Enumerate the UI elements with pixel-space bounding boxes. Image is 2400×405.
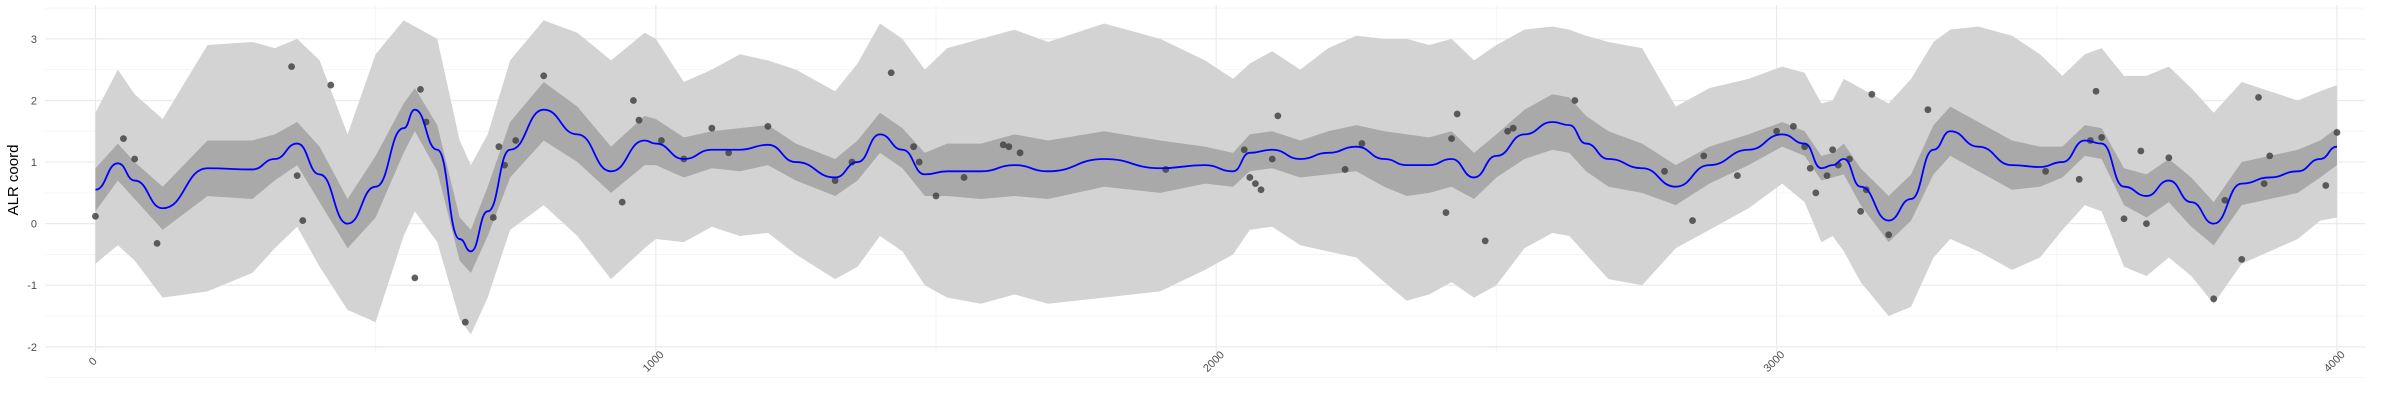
mean-line bbox=[95, 108, 2338, 253]
x-tick-label: 4000 bbox=[2322, 349, 2348, 375]
data-point bbox=[120, 135, 127, 143]
mean-line-path bbox=[95, 108, 2338, 253]
data-point bbox=[2143, 220, 2150, 228]
data-point bbox=[1806, 164, 1814, 172]
data-point bbox=[1453, 110, 1461, 118]
data-point bbox=[2210, 295, 2218, 303]
data-point bbox=[1571, 97, 1579, 104]
data-point bbox=[1885, 231, 1893, 239]
data-point bbox=[92, 212, 99, 220]
data-point bbox=[1481, 237, 1489, 245]
x-tick-label: 3000 bbox=[1762, 349, 1788, 375]
y-tick-label: 1 bbox=[31, 157, 37, 169]
data-point bbox=[1733, 172, 1741, 180]
data-point bbox=[1509, 124, 1517, 132]
data-point bbox=[1268, 155, 1276, 163]
data-point bbox=[2092, 87, 2100, 95]
data-point bbox=[131, 155, 139, 163]
data-point bbox=[1773, 127, 1780, 135]
data-point bbox=[708, 124, 716, 132]
y-tick-label: -2 bbox=[27, 342, 37, 354]
data-point bbox=[2333, 129, 2341, 136]
y-tick-label: 2 bbox=[31, 95, 37, 107]
data-point bbox=[489, 214, 497, 221]
data-point bbox=[915, 158, 923, 166]
data-point bbox=[1274, 112, 1282, 120]
observation-points bbox=[92, 63, 2341, 326]
data-point bbox=[932, 192, 940, 200]
y-axis-title: ALR coord bbox=[5, 145, 22, 216]
data-point bbox=[1358, 140, 1366, 147]
data-point bbox=[2255, 93, 2262, 101]
data-point bbox=[910, 143, 917, 151]
data-point bbox=[2322, 182, 2330, 189]
y-tick-label: -1 bbox=[27, 280, 37, 292]
data-point bbox=[1661, 167, 1668, 175]
y-tick-label: 0 bbox=[31, 219, 37, 231]
x-tick-label: 1000 bbox=[641, 349, 667, 375]
data-point bbox=[2075, 175, 2083, 183]
data-point bbox=[2137, 147, 2145, 155]
data-point bbox=[299, 217, 307, 224]
data-point bbox=[1790, 122, 1797, 130]
data-point bbox=[1924, 106, 1932, 114]
data-point bbox=[461, 318, 469, 326]
data-point bbox=[1246, 174, 1254, 181]
data-point bbox=[1823, 172, 1831, 180]
data-point bbox=[960, 174, 968, 181]
data-point bbox=[1240, 146, 1248, 154]
data-point bbox=[725, 149, 733, 157]
data-point bbox=[2098, 134, 2106, 141]
data-point bbox=[630, 97, 637, 104]
data-point bbox=[1341, 166, 1349, 173]
data-point bbox=[1252, 180, 1259, 188]
data-point bbox=[618, 198, 626, 206]
data-point bbox=[635, 116, 643, 124]
data-point bbox=[495, 143, 503, 151]
data-point bbox=[153, 239, 161, 247]
x-tick-label: 2000 bbox=[1201, 349, 1227, 375]
data-point bbox=[1005, 143, 1013, 151]
data-point bbox=[327, 81, 335, 89]
data-point bbox=[999, 141, 1007, 149]
data-point bbox=[658, 137, 665, 144]
data-point bbox=[1504, 127, 1512, 135]
data-point bbox=[1829, 146, 1837, 154]
x-axis-tick-labels: 0 1000 2000 3000 4000 bbox=[87, 349, 2348, 375]
data-point bbox=[1162, 166, 1170, 173]
data-point bbox=[764, 122, 772, 130]
data-point bbox=[1442, 209, 1450, 216]
data-point bbox=[1700, 152, 1708, 160]
data-point bbox=[1689, 217, 1696, 224]
y-axis-tick-labels: -2 -1 0 1 2 3 bbox=[27, 34, 37, 354]
y-tick-label: 3 bbox=[31, 34, 37, 46]
data-point bbox=[1857, 207, 1865, 215]
data-point bbox=[411, 274, 419, 282]
data-point bbox=[1812, 189, 1820, 197]
data-point bbox=[2221, 196, 2229, 204]
data-point bbox=[887, 69, 895, 77]
data-point bbox=[293, 172, 301, 180]
data-point bbox=[417, 85, 424, 93]
x-tick-label: 0 bbox=[87, 355, 100, 368]
data-point bbox=[2165, 154, 2173, 162]
data-point bbox=[2266, 152, 2274, 160]
data-point bbox=[1448, 135, 1455, 143]
data-point bbox=[2120, 215, 2128, 223]
data-point bbox=[1257, 186, 1265, 194]
data-point bbox=[540, 72, 548, 80]
data-point bbox=[288, 63, 295, 70]
data-point bbox=[512, 137, 520, 144]
data-point bbox=[1868, 90, 1876, 98]
data-point bbox=[1016, 149, 1024, 157]
data-point bbox=[2042, 167, 2049, 175]
data-point bbox=[2238, 255, 2246, 263]
data-point bbox=[2260, 180, 2268, 188]
data-point bbox=[831, 177, 839, 184]
